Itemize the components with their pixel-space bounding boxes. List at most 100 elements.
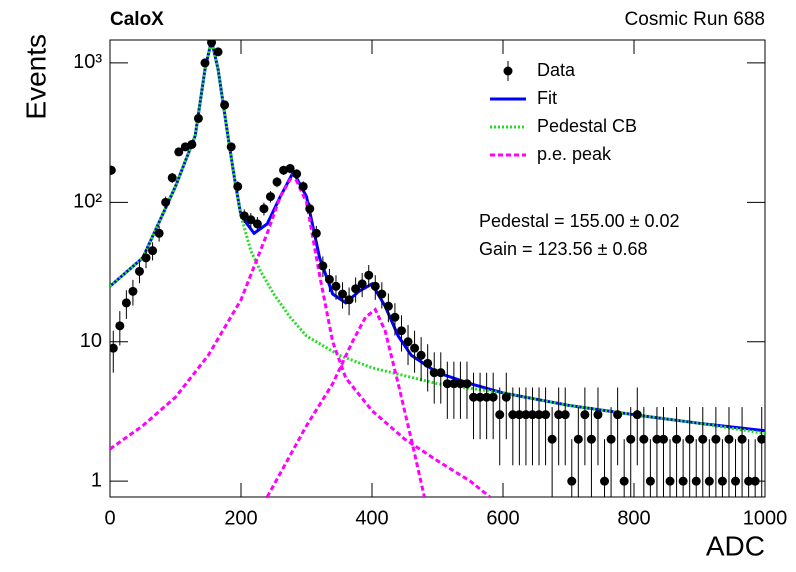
- legend-label: Data: [537, 60, 576, 80]
- data-point: [560, 410, 570, 420]
- data-point: [239, 211, 249, 221]
- data-point: [233, 181, 243, 191]
- data-point: [285, 163, 295, 173]
- data-point: [619, 476, 629, 486]
- data-point: [704, 476, 714, 486]
- data-point: [527, 410, 537, 420]
- data-point: [534, 410, 544, 420]
- data-point: [573, 434, 583, 444]
- data-point: [724, 434, 734, 444]
- data-point: [449, 379, 459, 389]
- data-point: [110, 165, 116, 175]
- legend-label: Fit: [537, 88, 557, 108]
- data-point: [429, 368, 439, 378]
- data-point: [121, 298, 131, 308]
- data-point: [731, 476, 741, 486]
- data-point: [580, 410, 590, 420]
- data-point: [442, 379, 452, 389]
- data-point: [207, 40, 217, 48]
- annotation: Gain = 123.56 ± 0.68: [479, 239, 648, 259]
- data-point: [757, 434, 765, 444]
- data-point: [554, 410, 564, 420]
- data-point: [521, 410, 531, 420]
- data-point: [213, 47, 223, 57]
- data-point: [541, 410, 551, 420]
- chart-title: CaloX: [110, 9, 164, 30]
- data-point: [396, 326, 406, 336]
- data-point: [455, 379, 465, 389]
- y-tick-label: 1: [91, 469, 102, 491]
- legend-label: p.e. peak: [537, 144, 612, 164]
- curve: [110, 170, 491, 497]
- data-point: [482, 392, 492, 402]
- data-point: [639, 434, 649, 444]
- x-tick-label: 200: [224, 507, 257, 529]
- data-point: [344, 295, 354, 305]
- data-point: [606, 434, 616, 444]
- y-axis-label: Events: [20, 34, 51, 120]
- data-point: [462, 379, 472, 389]
- x-tick-label: 1000: [743, 507, 788, 529]
- plot-area: [110, 40, 765, 497]
- data-point: [357, 279, 367, 289]
- data-point: [403, 337, 413, 347]
- data-point: [469, 392, 479, 402]
- data-point: [246, 215, 256, 225]
- curve: [265, 307, 426, 497]
- data-point: [370, 281, 380, 291]
- data-point: [364, 270, 374, 280]
- x-tick-label: 800: [617, 507, 650, 529]
- x-tick-label: 0: [104, 507, 115, 529]
- curve: [110, 40, 765, 435]
- data-point: [711, 434, 721, 444]
- annotation: Pedestal = 155.00 ± 0.02: [479, 211, 680, 231]
- data-point: [110, 343, 118, 353]
- x-axis-label: ADC: [706, 530, 765, 561]
- data-point: [737, 434, 747, 444]
- plot-frame: [109, 39, 766, 498]
- data-point: [665, 476, 675, 486]
- data-point: [318, 261, 328, 271]
- data-point: [436, 368, 446, 378]
- data-point: [685, 434, 695, 444]
- data-point: [495, 410, 505, 420]
- data-point: [161, 197, 171, 207]
- data-point: [410, 343, 420, 353]
- data-point: [154, 228, 164, 238]
- data-point: [698, 434, 708, 444]
- y-tick-label: 10²: [73, 191, 102, 213]
- x-tick-label: 600: [486, 507, 519, 529]
- data-point: [645, 476, 655, 486]
- data-point: [475, 392, 485, 402]
- data-point: [632, 410, 642, 420]
- chart-subtitle: Cosmic Run 688: [625, 9, 765, 30]
- data-point: [678, 476, 688, 486]
- data-point: [311, 228, 321, 238]
- data-point: [488, 392, 498, 402]
- data-point: [148, 246, 158, 256]
- data-point: [672, 434, 682, 444]
- data-point: [351, 284, 361, 294]
- data-point: [593, 410, 603, 420]
- data-point: [226, 142, 236, 152]
- data-point: [626, 434, 636, 444]
- data-point: [547, 434, 557, 444]
- data-point: [717, 476, 727, 486]
- data-point: [220, 100, 230, 110]
- data-point: [305, 204, 315, 214]
- data-point: [252, 219, 262, 229]
- y-tick-label: 10³: [73, 51, 102, 73]
- data-point: [200, 58, 210, 68]
- data-point: [613, 410, 623, 420]
- data-point: [187, 139, 197, 149]
- data-point: [338, 289, 348, 299]
- data-point: [658, 434, 668, 444]
- y-tick-label: 10: [80, 330, 102, 352]
- data-point: [265, 192, 275, 202]
- data-point: [272, 177, 282, 187]
- data-point: [377, 289, 387, 299]
- data-point: [600, 476, 610, 486]
- data-point: [128, 286, 138, 296]
